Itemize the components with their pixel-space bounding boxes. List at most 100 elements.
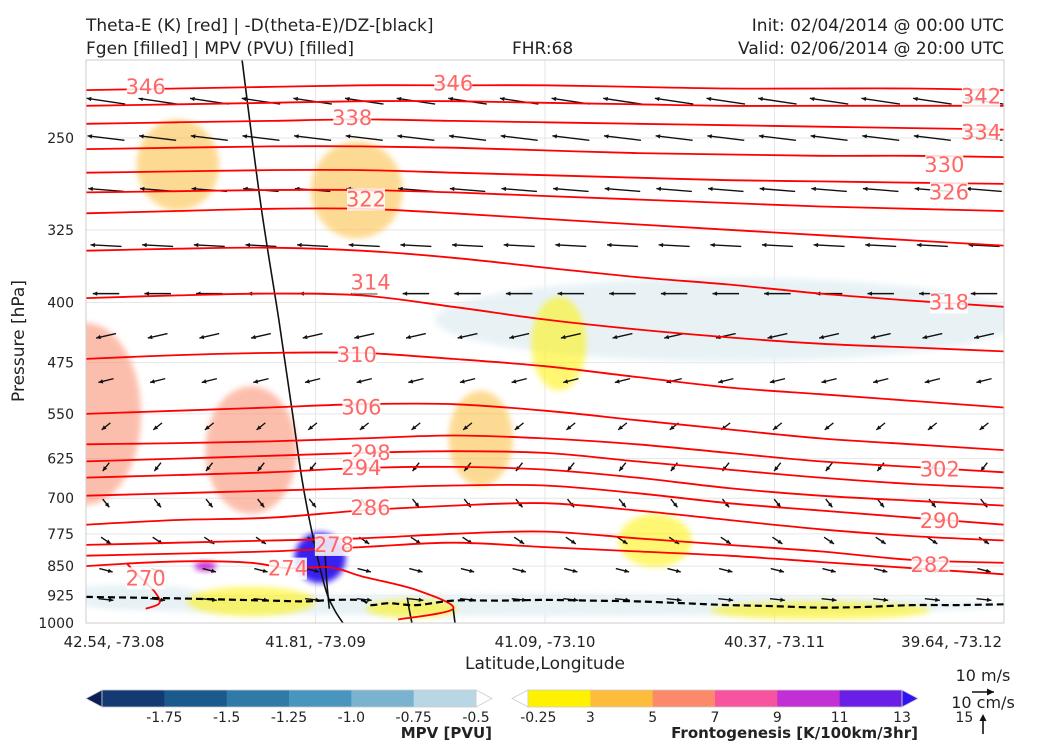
- wind-vector-head-18: [87, 134, 93, 139]
- wind-vector-14: [809, 97, 849, 105]
- wind-vector-head-13: [758, 96, 763, 102]
- wind-vector-head-103: [767, 334, 773, 340]
- wind-vector-head-175: [776, 502, 781, 508]
- theta-e-label-3: 342: [961, 85, 1001, 109]
- wind-vector-head-91: [147, 334, 153, 340]
- wind-vector-head-99: [560, 334, 566, 340]
- wind-vector-head-133: [463, 425, 469, 430]
- wind-vector-head-106: [922, 334, 928, 340]
- wind-vector-head-100: [612, 334, 618, 340]
- theta-e-label-bg-3: [962, 85, 1001, 108]
- wind-vector-head-123: [873, 379, 879, 384]
- wind-vector-head-4: [293, 96, 299, 102]
- wind-vector-head-230: [831, 597, 837, 602]
- wind-vector-head-227: [676, 597, 682, 602]
- theta-e-label-1: 338: [332, 106, 372, 130]
- wind-vector-head-205: [469, 568, 475, 573]
- wind-vector-60: [400, 244, 432, 248]
- wind-vector-head-44: [501, 186, 507, 192]
- wind-vector-head-0: [86, 96, 92, 102]
- wind-vector-head-79: [454, 291, 459, 296]
- wind-vector-20: [190, 135, 228, 141]
- wind-vector-head-228: [728, 597, 734, 602]
- wind-vector-head-144: [102, 466, 108, 472]
- wind-vector-53: [966, 187, 1002, 193]
- wind-vector-head-66: [710, 242, 715, 248]
- wind-vector-16: [912, 97, 952, 105]
- theta-e-label-bg-4: [962, 121, 1001, 144]
- wind-vector-head-115: [459, 379, 465, 384]
- wind-vector-head-23: [345, 134, 351, 139]
- theta-e-line-298: [86, 450, 1004, 489]
- wind-vector-head-200: [211, 568, 216, 573]
- y-tick-label-8: 850: [47, 559, 74, 575]
- wind-vector-head-80: [505, 291, 511, 296]
- wind-vector-head-107: [974, 334, 979, 340]
- colorbar-fgen-frame: [527, 689, 903, 708]
- y-tick-label-7: 775: [47, 527, 74, 543]
- wind-vector-57: [245, 244, 277, 248]
- wind-vector-head-27: [552, 134, 558, 139]
- fgen-region-6: [618, 513, 692, 568]
- wind-vector-head-207: [572, 568, 578, 573]
- theta-e-label-bg-13: [342, 456, 381, 479]
- wind-vector-head-28: [603, 134, 609, 139]
- wind-vector-head-204: [417, 568, 423, 573]
- wind-vector-head-173: [672, 502, 678, 508]
- colorbar-fgen-swatch-4: [715, 690, 778, 707]
- wind-vector-10: [603, 97, 642, 105]
- wind-vector-head-233: [986, 597, 992, 602]
- wind-vector-26: [500, 135, 538, 141]
- ref-vector-horizontal-head: [987, 688, 994, 696]
- wind-vector-head-135: [566, 425, 572, 430]
- theta-e-line-310: [86, 351, 1004, 409]
- wind-vector-head-34: [913, 134, 919, 139]
- theta-e-label-18: 274: [268, 557, 308, 581]
- wind-vector-head-118: [614, 379, 620, 384]
- wind-vector-head-216: [108, 597, 114, 602]
- theta-e-label-bg-10: [337, 344, 376, 367]
- wind-vector-head-141: [876, 425, 882, 430]
- wind-vector-head-97: [457, 334, 463, 340]
- wind-vector-head-211: [779, 568, 785, 573]
- colorbar-mpv-tick-2: -1.25: [271, 710, 307, 726]
- wind-vector-69: [865, 244, 897, 248]
- wind-vector-head-186: [415, 539, 421, 544]
- theta-e-label-bg-8: [351, 271, 390, 294]
- colorbar-mpv-swatch-6: [413, 690, 477, 707]
- wind-vector-head-127: [153, 425, 159, 430]
- wind-vector-head-126: [101, 425, 107, 430]
- wind-vector-head-73: [144, 291, 149, 296]
- wind-vector-head-58: [297, 242, 302, 248]
- theta-e-label-bg-17: [314, 533, 353, 556]
- wind-vector-head-129: [256, 425, 262, 430]
- fgen-region-7: [710, 601, 931, 620]
- colorbar-fgen-extend-left: [511, 689, 529, 708]
- wind-vector-head-6: [396, 96, 402, 102]
- colorbar-mpv-tick-0: -1.75: [146, 710, 182, 726]
- wind-vector-head-89: [970, 291, 976, 296]
- x-tick-label-4: 39.64, -73.12: [901, 633, 1002, 651]
- wind-vector-head-29: [655, 134, 661, 139]
- wind-vector-31: [758, 135, 796, 141]
- y-tick-label-3: 475: [47, 356, 74, 372]
- colorbar-fgen-tick-4: 11: [831, 710, 849, 726]
- wind-vector-head-30: [707, 134, 712, 139]
- x-axis-label: Latitude,Longitude: [465, 654, 625, 674]
- wind-vector-55: [142, 244, 174, 248]
- theta-e-label-bg-1: [333, 106, 372, 129]
- vertical-line-3: [406, 597, 413, 623]
- wind-vector-43: [449, 187, 486, 193]
- wind-vector-head-83: [660, 291, 666, 296]
- wind-vector-head-172: [621, 502, 626, 508]
- theta-e-line-318: [86, 246, 1004, 308]
- wind-vector-head-209: [675, 568, 681, 573]
- x-tick-label-2: 41.09, -73.10: [495, 633, 596, 651]
- wind-vector-1: [138, 97, 178, 105]
- wind-vector-head-131: [359, 425, 365, 430]
- wind-vector-head-96: [405, 334, 411, 340]
- wind-vector-head-217: [160, 597, 166, 602]
- wind-vector-15: [861, 97, 901, 105]
- wind-vector-29: [655, 135, 693, 141]
- y-tick-labels: 250 325 400 475 550 625 700 775 850 925 1000: [38, 131, 74, 632]
